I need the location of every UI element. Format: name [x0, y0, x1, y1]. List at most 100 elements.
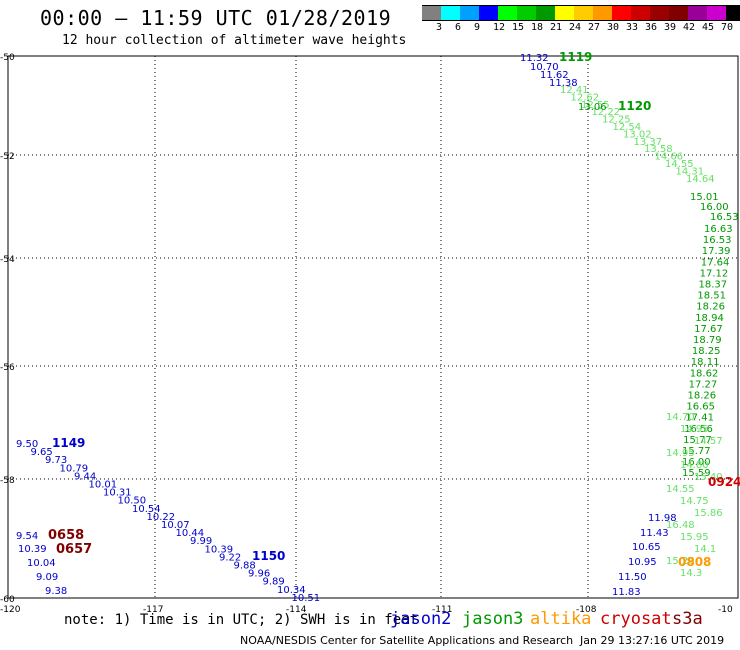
jason2-time-label: 1150: [252, 549, 285, 563]
jason2-wave-label: 11.83: [612, 587, 641, 598]
jason3-wave-label: 14.1: [694, 544, 716, 555]
jason2-wave-label: 9.54: [16, 531, 38, 542]
legend-swatch: [441, 5, 460, 21]
legend-label: 21: [550, 22, 563, 33]
jason3-wave-label: 15.77: [683, 435, 712, 446]
jason2-wave-label: 10.04: [27, 558, 56, 569]
jason2-wave-label: 9.22: [219, 552, 241, 563]
jason2-wave-label: 9.44: [74, 471, 96, 482]
sat-label-s3a: s3a: [672, 609, 703, 629]
jason3-wave-label: 14.55: [666, 484, 695, 495]
y-tick-label: -50: [0, 53, 15, 63]
y-tick-label: -52: [0, 152, 15, 162]
jason3-wave-label: 13.06: [578, 102, 607, 113]
y-tick-label: -60: [0, 595, 15, 605]
legend-swatch: [707, 5, 726, 21]
jason2-wave-label: 11.38: [549, 78, 578, 89]
jason3-wave-label: 17.27: [689, 379, 718, 390]
jason2-wave-label: 11.98: [648, 513, 677, 524]
jason2-wave-label: 9.65: [31, 447, 53, 458]
legend-swatch: [517, 5, 536, 21]
jason3-wave-label: 12.54: [613, 122, 642, 133]
cryosat-time-label: 0924: [708, 475, 740, 489]
map-frame: [7, 55, 739, 599]
legend-label: 70: [721, 22, 734, 33]
jason3-wave-label: 13.37: [634, 137, 663, 148]
x-tick-label: -120: [0, 605, 21, 615]
jason2-wave-label: 10.39: [205, 544, 234, 555]
jason2-wave-label: 10.79: [60, 463, 89, 474]
jason3-wave-label: 16.53: [710, 212, 739, 223]
legend-label: 30: [607, 22, 620, 33]
jason3-wave-label: 14.31: [676, 166, 705, 177]
jason3-wave-label: 16.56: [684, 424, 713, 435]
legend-swatch: [536, 5, 555, 21]
jason3-wave-label: 16.63: [704, 224, 733, 235]
jason3-wave-label: 17.41: [685, 413, 714, 424]
x-tick-label: -108: [576, 605, 597, 615]
jason3-wave-label: 14.80: [680, 460, 709, 471]
jason3-wave-label: 13.02: [623, 129, 652, 140]
jason3-wave-label: 14.95: [680, 424, 709, 435]
jason2-wave-label: 10.39: [18, 544, 47, 555]
legend-label: 12: [493, 22, 506, 33]
legend-label: 15: [512, 22, 525, 33]
jason3-wave-label: 18.37: [699, 280, 728, 291]
jason2-wave-label: 10.44: [176, 528, 205, 539]
jason3-wave-label: 17.39: [702, 246, 731, 257]
legend-swatch: [612, 5, 631, 21]
legend-label: 3: [436, 22, 443, 33]
legend-swatch: [688, 5, 707, 21]
jason3-wave-label: 15.01: [690, 192, 719, 203]
jason3-wave-label: 16.48: [666, 520, 695, 531]
jason3-wave-label: 18.79: [693, 335, 722, 346]
jason2-wave-label: 9.99: [190, 536, 212, 547]
legend-swatch: [574, 5, 593, 21]
legend-swatch: [726, 5, 740, 21]
y-tick-label: -54: [0, 255, 15, 265]
jason2-wave-label: 11.32: [520, 53, 549, 64]
jason2-wave-label: 10.65: [632, 542, 661, 553]
jason3-wave-label: 15.40: [694, 472, 723, 483]
jason2-wave-label: 10.34: [277, 585, 306, 596]
jason3-wave-label: 14.75: [680, 496, 709, 507]
sat-label-cryosat: cryosat: [600, 609, 672, 629]
jason3-wave-label: 16.00: [682, 457, 711, 468]
map-subtitle: 12 hour collection of altimeter wave hei…: [62, 33, 407, 48]
x-tick-label: -10: [718, 605, 733, 615]
legend-swatch: [650, 5, 669, 21]
jason3-wave-label: 14.55: [665, 159, 694, 170]
jason3-wave-label: 18.94: [695, 313, 724, 324]
footer-note: note: 1) Time is in UTC; 2) SWH is in fe…: [64, 612, 419, 628]
timestamp-text: Jan 29 13:27:16 UTC 2019: [580, 634, 725, 647]
legend-swatch: [498, 5, 517, 21]
sat-label-jason2: jason2: [390, 609, 452, 629]
jason3-wave-label: 16.65: [686, 402, 715, 413]
legend-label: 24: [569, 22, 582, 33]
altika-time-label: 0808: [678, 555, 711, 569]
y-tick-label: -56: [0, 363, 15, 373]
legend-label: 18: [531, 22, 544, 33]
jason3-wave-label: 18.26: [696, 302, 725, 313]
legend-label: 45: [702, 22, 715, 33]
jason3-wave-label: 14.64: [686, 174, 715, 185]
jason2-wave-label: 9.38: [45, 586, 67, 597]
legend-label: 42: [683, 22, 696, 33]
jason3-wave-label: 14.57: [694, 436, 723, 447]
jason3-wave-label: 18.11: [691, 357, 720, 368]
jason2-wave-label: 11.62: [540, 70, 569, 81]
jason3-wave-label: 17.67: [694, 324, 723, 335]
jason2-wave-label: 9.96: [248, 569, 270, 580]
x-tick-label: -111: [432, 605, 452, 615]
jason3-wave-label: 14.66: [655, 152, 684, 163]
jason2-wave-label: 9.50: [16, 439, 38, 450]
jason2-wave-label: 10.22: [147, 512, 176, 523]
legend-label: 27: [588, 22, 601, 33]
jason3-time-label: 1120: [618, 99, 651, 113]
jason2-wave-label: 9.09: [36, 572, 58, 583]
jason2-wave-label: 10.01: [89, 480, 118, 491]
sat-label-altika: altika: [530, 609, 592, 629]
jason2-wave-label: 9.73: [45, 455, 67, 466]
x-tick-label: -117: [143, 605, 163, 615]
